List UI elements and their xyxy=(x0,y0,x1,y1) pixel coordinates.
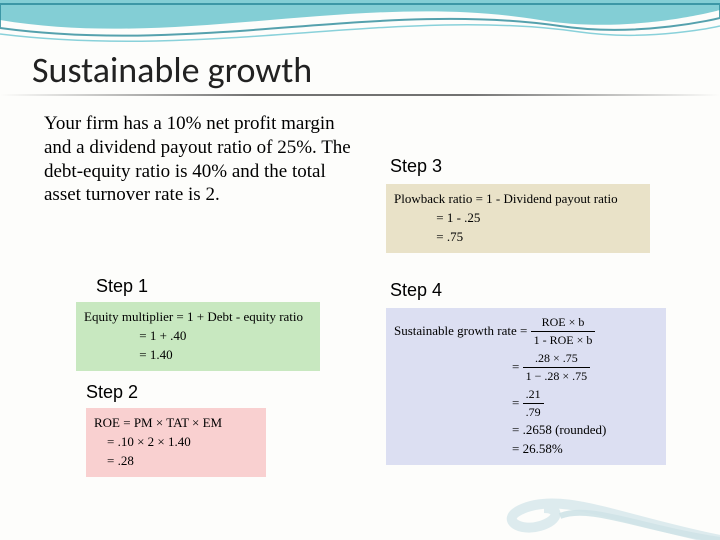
step2-box: ROE = PM × TAT × EM = .10 × 2 × 1.40 = .… xyxy=(86,408,266,477)
step3-line: Plowback ratio = 1 - Dividend payout rat… xyxy=(394,190,642,209)
step2-line: = .10 × 2 × 1.40 xyxy=(94,433,258,452)
step1-line: = 1 + .40 xyxy=(84,327,312,346)
step4-label: Step 4 xyxy=(390,280,442,301)
step4-box: Sustainable growth rate = ROE × b1 - ROE… xyxy=(386,308,666,465)
step1-label: Step 1 xyxy=(96,276,148,297)
step2-line: ROE = PM × TAT × EM xyxy=(94,414,258,433)
step3-box: Plowback ratio = 1 - Dividend payout rat… xyxy=(386,184,650,253)
slide-title: Sustainable growth xyxy=(32,48,312,92)
step4-line: = .2658 (rounded) xyxy=(394,421,658,440)
step1-line: Equity multiplier = 1 + Debt - equity ra… xyxy=(84,308,312,327)
step4-line: = .21.79 xyxy=(394,386,658,422)
step4-line: Sustainable growth rate = ROE × b1 - ROE… xyxy=(394,314,658,350)
step3-line: = 1 - .25 xyxy=(394,209,642,228)
step2-label: Step 2 xyxy=(86,382,138,403)
step3-line: = .75 xyxy=(394,228,642,247)
step4-line: = .28 × .751 − .28 × .75 xyxy=(394,350,658,386)
step3-label: Step 3 xyxy=(390,156,442,177)
step1-line: = 1.40 xyxy=(84,346,312,365)
step1-box: Equity multiplier = 1 + Debt - equity ra… xyxy=(76,302,320,371)
title-underline xyxy=(0,94,720,96)
step2-line: = .28 xyxy=(94,452,258,471)
step4-line: = 26.58% xyxy=(394,440,658,459)
problem-statement: Your firm has a 10% net profit margin an… xyxy=(44,112,364,207)
